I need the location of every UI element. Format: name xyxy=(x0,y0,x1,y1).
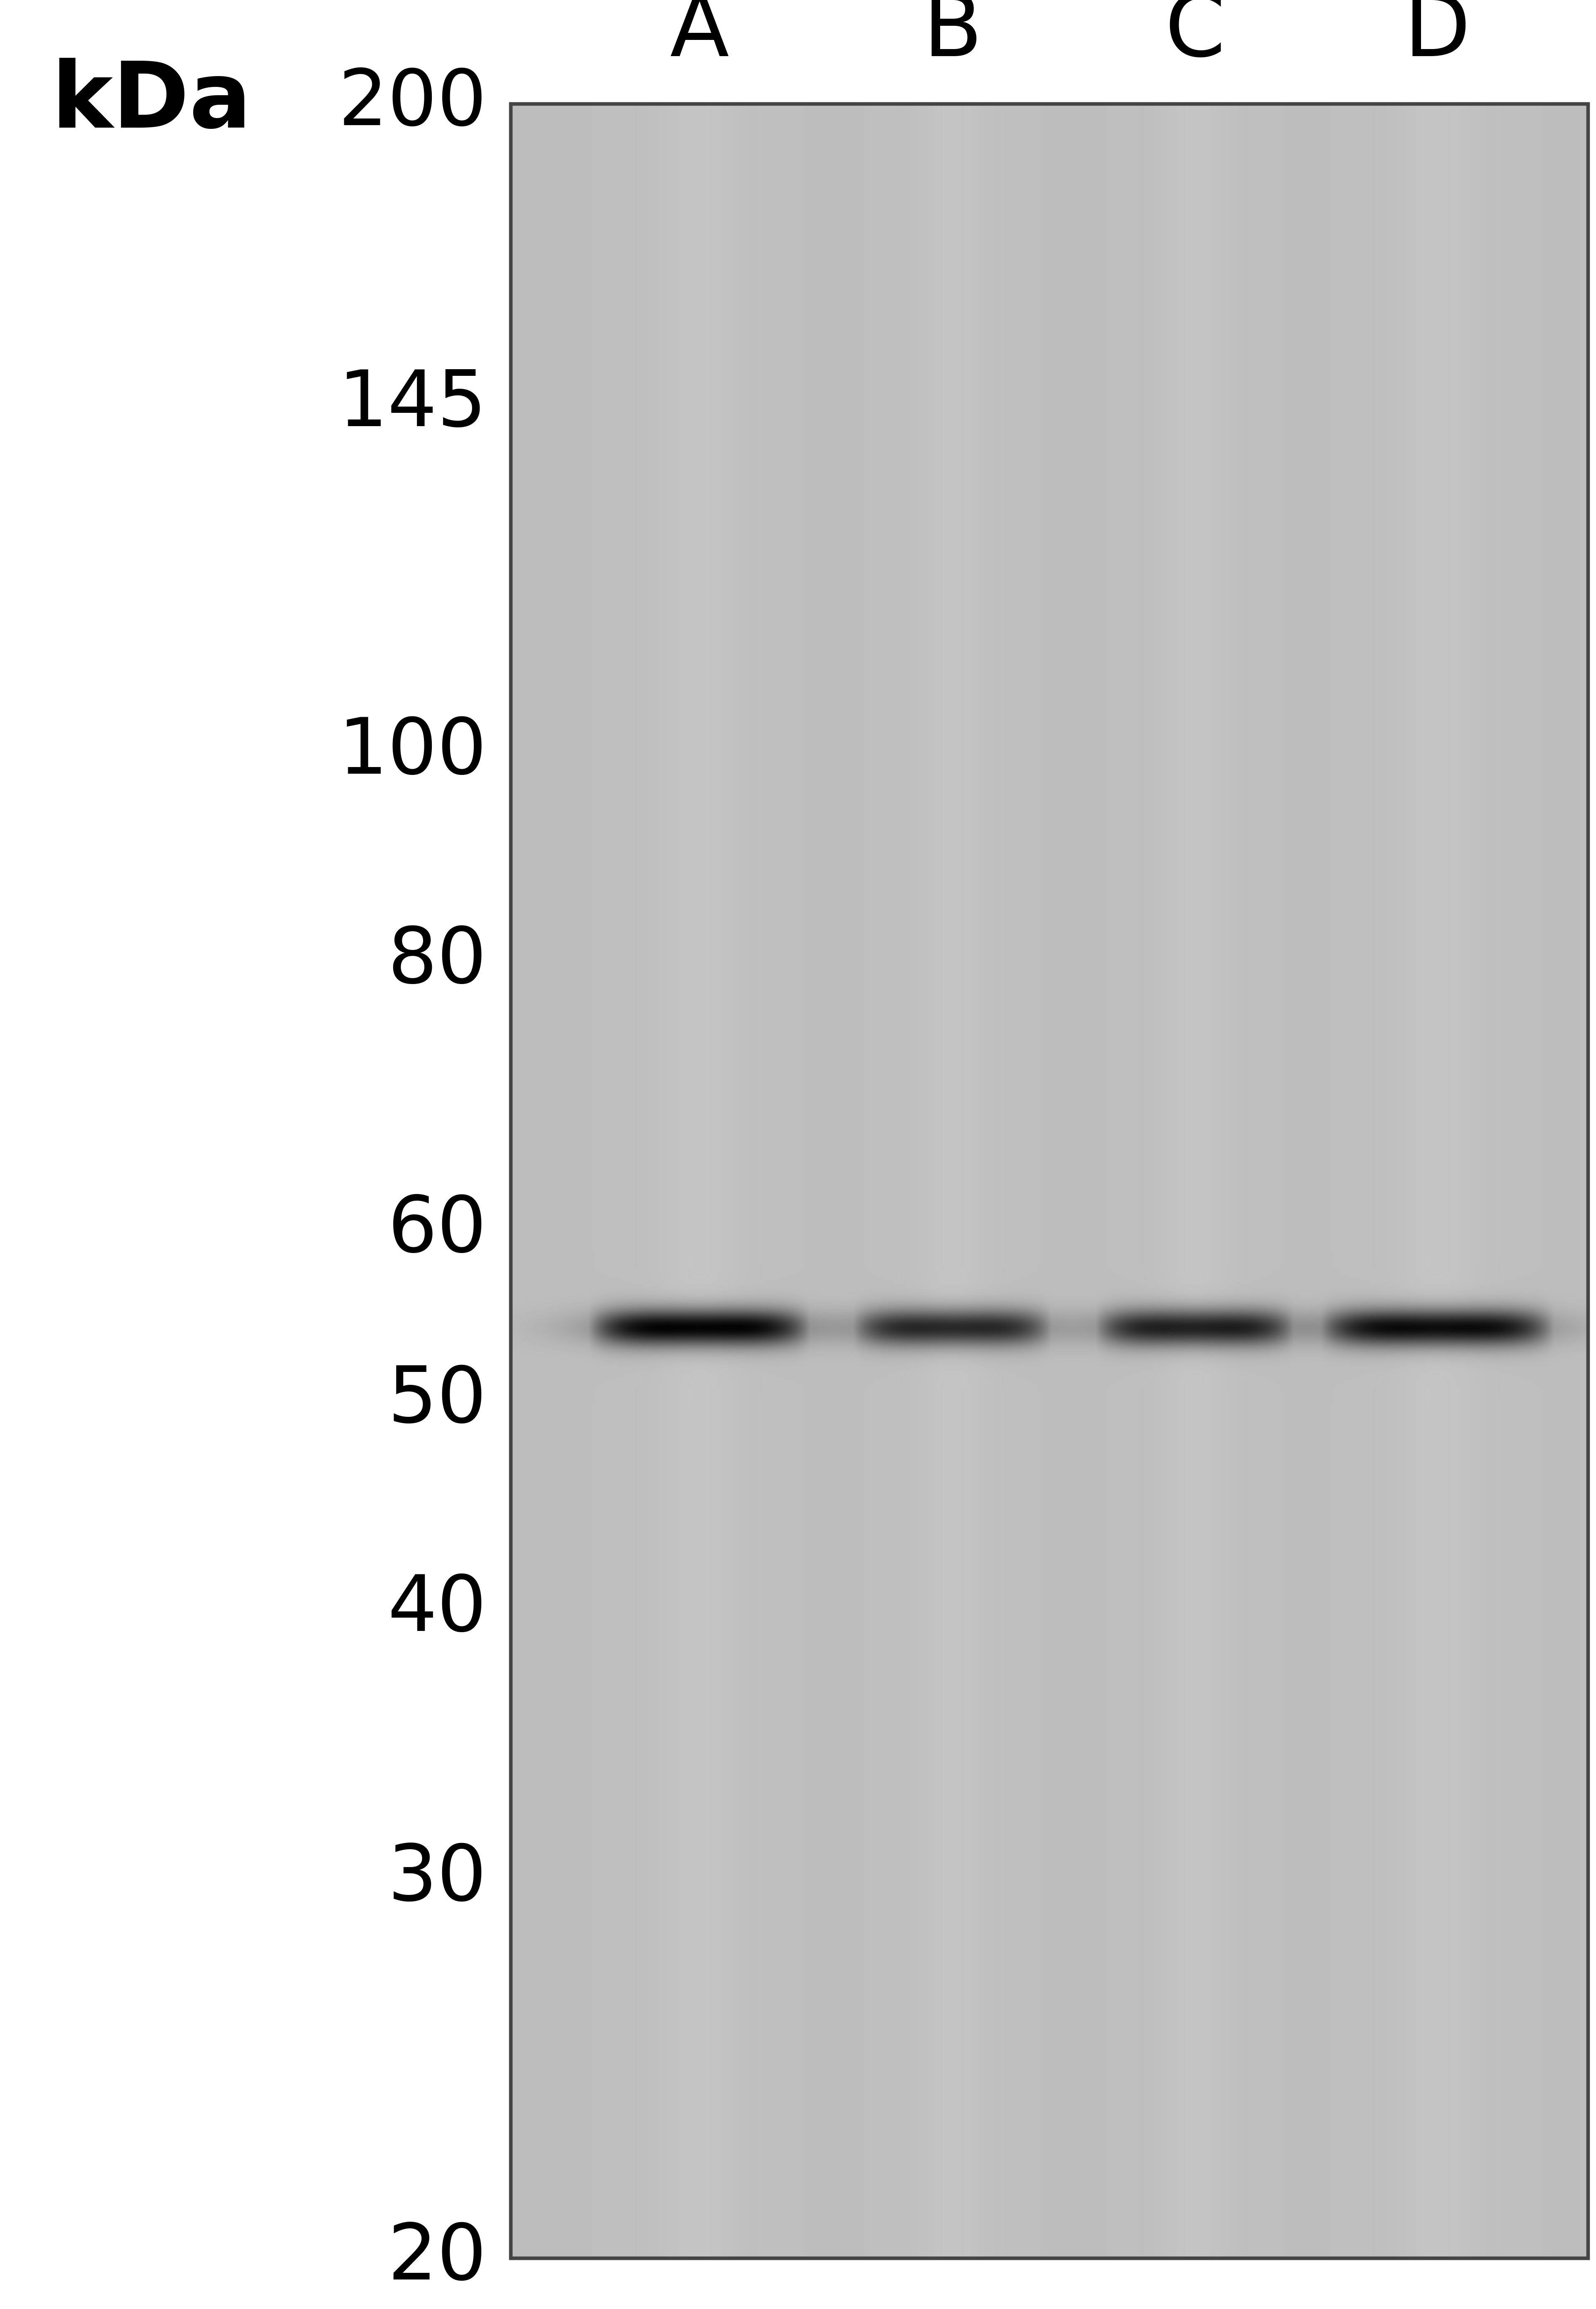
Text: B: B xyxy=(922,0,982,74)
Text: 80: 80 xyxy=(388,924,487,1000)
Text: 40: 40 xyxy=(388,1572,487,1646)
Text: 60: 60 xyxy=(388,1194,487,1268)
Text: 30: 30 xyxy=(388,1840,487,1916)
Bar xyxy=(667,104,731,2258)
Bar xyxy=(1404,104,1470,2258)
Bar xyxy=(511,104,1588,2258)
Text: kDa: kDa xyxy=(51,58,252,148)
Bar xyxy=(511,104,1588,2258)
Text: 145: 145 xyxy=(338,367,487,443)
Text: A: A xyxy=(670,0,729,74)
Bar xyxy=(926,104,980,2258)
Text: 20: 20 xyxy=(388,2221,487,2295)
Text: 50: 50 xyxy=(388,1362,487,1439)
Bar xyxy=(511,104,1588,2258)
Text: D: D xyxy=(1404,0,1470,74)
Text: 200: 200 xyxy=(338,67,487,141)
Text: C: C xyxy=(1165,0,1226,74)
Text: 100: 100 xyxy=(338,716,487,790)
Bar xyxy=(1168,104,1223,2258)
